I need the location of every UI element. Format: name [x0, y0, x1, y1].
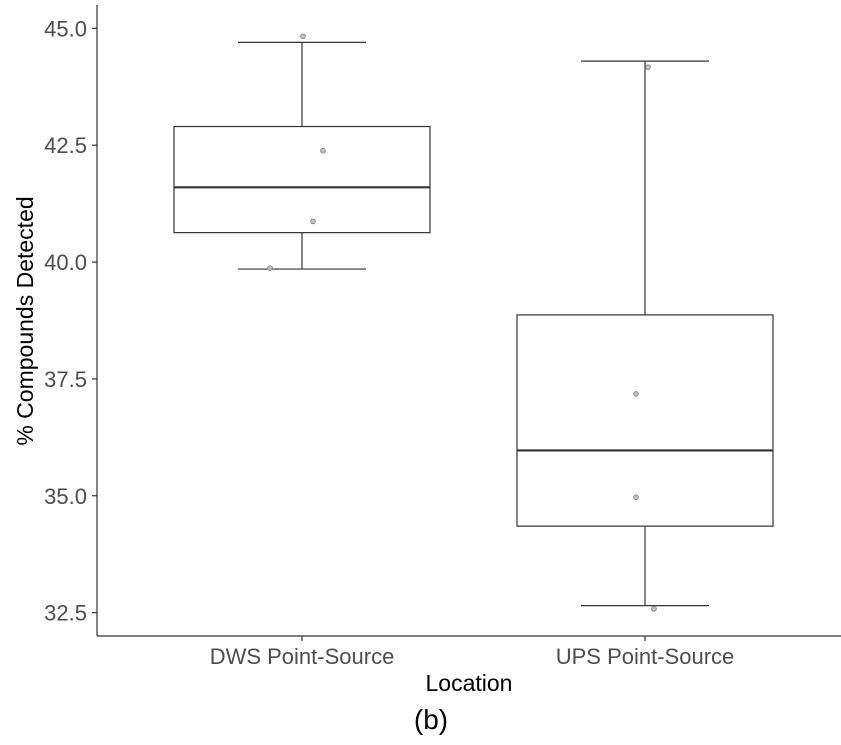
x-axis-title: Location — [426, 670, 513, 696]
data-point — [300, 33, 306, 40]
data-point — [320, 148, 326, 154]
box-ups — [516, 60, 774, 607]
x-tick-label: UPS Point-Source — [556, 644, 735, 669]
data-point — [310, 218, 316, 225]
boxes-layer — [173, 41, 774, 607]
points-layer — [267, 33, 657, 612]
labels-layer: 32.5 35.0 37.5 40.0 42.5 45.0 DWS Point-Source… — [12, 16, 734, 735]
x-tick-label: DWS Point-Source — [210, 644, 395, 669]
y-tick-label: 42.5 — [44, 133, 87, 158]
y-tick-label: 37.5 — [44, 367, 87, 392]
y-tick-label: 32.5 — [44, 601, 87, 626]
data-point — [645, 64, 651, 70]
y-axis-title: % Compounds Detected — [12, 196, 38, 445]
data-point — [633, 494, 639, 500]
data-point — [633, 391, 639, 397]
data-point — [651, 606, 657, 612]
box-dws — [173, 41, 431, 270]
data-point — [267, 265, 273, 271]
axes-layer — [92, 5, 841, 641]
y-tick-label: 40.0 — [44, 250, 87, 275]
y-tick-label: 45.0 — [44, 16, 87, 41]
panel-label: (b) — [414, 704, 448, 735]
iqr-box — [173, 125, 431, 234]
y-tick-label: 35.0 — [44, 484, 87, 509]
iqr-box — [516, 314, 774, 527]
